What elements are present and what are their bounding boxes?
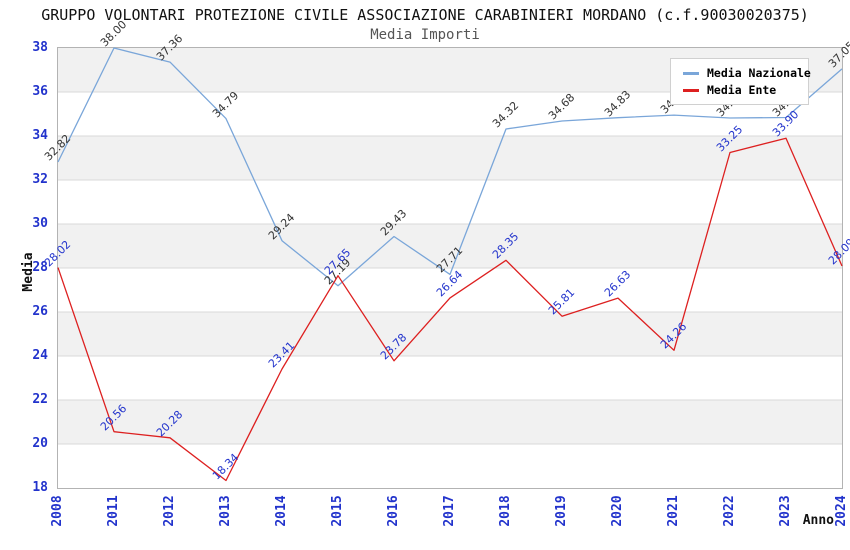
chart-title: GRUPPO VOLONTARI PROTEZIONE CIVILE ASSOC… <box>41 6 809 24</box>
y-tick-label: 24 <box>32 348 48 363</box>
y-axis-label: Media <box>21 252 36 292</box>
y-tick-label: 30 <box>32 216 48 231</box>
series-line-ente <box>57 137 843 482</box>
series-line-nazionale <box>57 47 843 287</box>
y-tick-label: 20 <box>32 436 48 451</box>
x-axis-label: Anno <box>802 513 834 528</box>
y-tick-label: 32 <box>32 172 48 187</box>
legend-label-nazionale: Media Nazionale <box>707 66 811 80</box>
x-tick-label: 2008 <box>50 495 65 527</box>
x-tick-label: 2020 <box>610 495 625 527</box>
x-tick-label: 2024 <box>834 495 849 527</box>
ente-line-swatch-icon <box>683 88 699 92</box>
legend-label-ente: Media Ente <box>707 83 777 97</box>
chart-subtitle: Media Importi <box>370 27 480 43</box>
x-tick-label: 2011 <box>106 495 121 527</box>
x-tick-label: 2014 <box>274 495 289 527</box>
legend: Media Nazionale Media Ente <box>670 58 811 105</box>
y-tick-label: 28 <box>32 260 48 275</box>
legend-item-ente: Media Ente <box>683 82 808 98</box>
y-tick-label: 34 <box>32 128 48 143</box>
x-tick-label: 2019 <box>554 495 569 527</box>
y-tick-label: 26 <box>32 304 48 319</box>
nazionale-line-swatch-icon <box>683 71 699 75</box>
y-tick-label: 38 <box>32 40 48 55</box>
x-tick-label: 2021 <box>666 495 681 527</box>
y-tick-label: 22 <box>32 392 48 407</box>
x-tick-label: 2018 <box>498 495 513 527</box>
x-tick-label: 2016 <box>386 495 401 527</box>
x-tick-label: 2012 <box>162 495 177 527</box>
x-tick-label: 2015 <box>330 495 345 527</box>
grid-layer <box>58 91 842 445</box>
x-tick-label: 2023 <box>778 495 793 527</box>
x-tick-label: 2017 <box>442 495 457 527</box>
plot-svg <box>57 47 843 482</box>
x-tick-label: 2013 <box>218 495 233 527</box>
x-tick-label: 2022 <box>722 495 737 527</box>
y-tick-label: 18 <box>32 480 48 495</box>
legend-item-nazionale: Media Nazionale <box>683 65 811 81</box>
plot-area: 32.82 38.00 37.36 34.79 29.24 27.19 29.43 27.71… <box>21 18 850 528</box>
y-tick-label: 36 <box>32 84 48 99</box>
